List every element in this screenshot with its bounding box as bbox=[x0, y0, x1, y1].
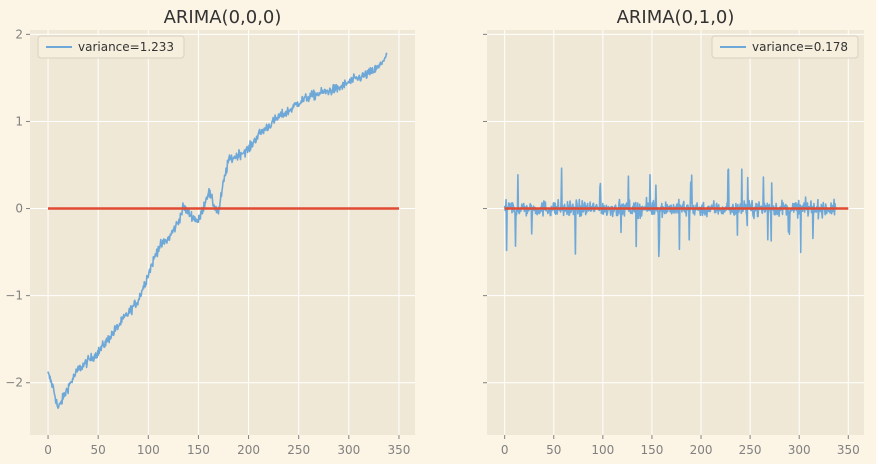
x-tick-label: 0 bbox=[501, 443, 509, 457]
x-tick-label: 0 bbox=[44, 443, 52, 457]
x-tick-label: 50 bbox=[546, 443, 561, 457]
legend-box bbox=[37, 35, 185, 59]
chart-title: ARIMA(0,0,0) bbox=[164, 7, 282, 28]
x-tick-label: 250 bbox=[739, 443, 762, 457]
y-tick-label: −1 bbox=[5, 289, 23, 303]
y-tick-label: −2 bbox=[5, 376, 23, 390]
series-line bbox=[47, 52, 388, 409]
legend-label: variance=1.233 bbox=[78, 40, 174, 54]
x-tick-label: 350 bbox=[388, 443, 411, 457]
x-tick-label: 350 bbox=[837, 443, 860, 457]
x-tick-label: 100 bbox=[137, 443, 160, 457]
x-tick-label: 100 bbox=[591, 443, 614, 457]
subplot-arima-010: 0 50 100 150 200 250 300 350 ARIMA(0,1,0) varianc… bbox=[483, 7, 864, 457]
chart-title: ARIMA(0,1,0) bbox=[617, 7, 735, 28]
x-tick-label: 150 bbox=[187, 443, 210, 457]
subplot-arima-000: 0 50 100 150 200 250 300 350 −2 −1 0 1 2 ARIMA(0,0,0)… bbox=[5, 7, 415, 457]
legend: variance=1.233 bbox=[37, 35, 185, 59]
plot-area bbox=[30, 30, 415, 435]
x-tick-label: 150 bbox=[640, 443, 663, 457]
x-tick-label: 250 bbox=[287, 443, 310, 457]
legend-label: variance=0.178 bbox=[752, 40, 848, 54]
legend-box bbox=[711, 35, 859, 59]
legend: variance=0.178 bbox=[711, 35, 859, 59]
x-tick-label: 300 bbox=[788, 443, 811, 457]
x-tick-label: 200 bbox=[690, 443, 713, 457]
x-tick-label: 200 bbox=[237, 443, 260, 457]
x-tick-label: 50 bbox=[91, 443, 106, 457]
y-tick-label: 1 bbox=[15, 114, 23, 128]
y-tick-label: 2 bbox=[15, 27, 23, 41]
x-tick-label: 300 bbox=[337, 443, 360, 457]
y-tick-label: 0 bbox=[15, 202, 23, 216]
plot-area bbox=[487, 30, 864, 435]
